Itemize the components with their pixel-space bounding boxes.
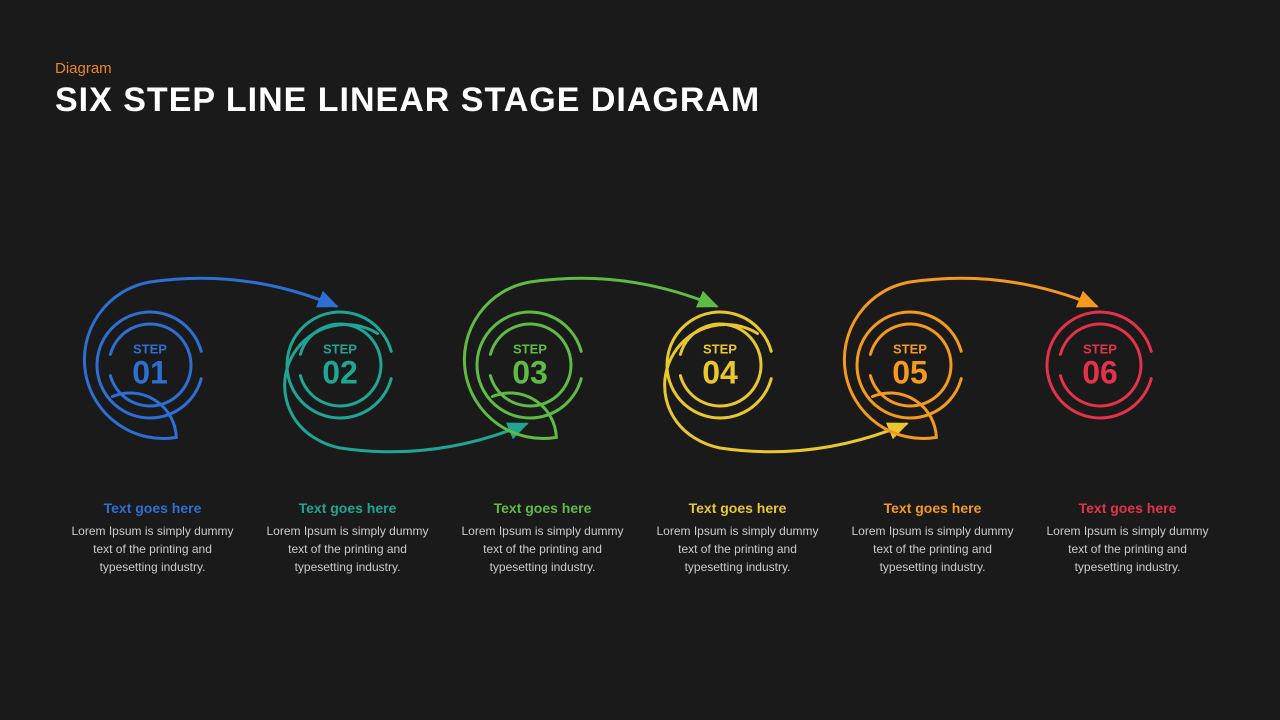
step-number: 01 — [132, 357, 168, 389]
caption-1: Text goes here Lorem Ipsum is simply dumm… — [70, 500, 235, 576]
step-circle-2: STEP02 — [285, 310, 395, 420]
caption-4: Text goes here Lorem Ipsum is simply dumm… — [655, 500, 820, 576]
caption-title: Text goes here — [1045, 500, 1210, 516]
step-circle-3: STEP03 — [475, 310, 585, 420]
step-circle-5: STEP05 — [855, 310, 965, 420]
page-title: SIX STEP LINE LINEAR STAGE DIAGRAM — [55, 81, 760, 120]
caption-3: Text goes here Lorem Ipsum is simply dumm… — [460, 500, 625, 576]
caption-body: Lorem Ipsum is simply dummy text of the … — [850, 522, 1015, 576]
caption-body: Lorem Ipsum is simply dummy text of the … — [460, 522, 625, 576]
caption-body: Lorem Ipsum is simply dummy text of the … — [655, 522, 820, 576]
step-number: 03 — [512, 357, 548, 389]
caption-title: Text goes here — [70, 500, 235, 516]
step-circle-4: STEP04 — [665, 310, 775, 420]
header: Diagram SIX STEP LINE LINEAR STAGE DIAGR… — [55, 60, 760, 120]
step-number: 02 — [322, 357, 358, 389]
caption-title: Text goes here — [265, 500, 430, 516]
caption-title: Text goes here — [655, 500, 820, 516]
step-number: 04 — [702, 357, 738, 389]
caption-2: Text goes here Lorem Ipsum is simply dumm… — [265, 500, 430, 576]
captions-row: Text goes here Lorem Ipsum is simply dumm… — [0, 500, 1280, 576]
caption-body: Lorem Ipsum is simply dummy text of the … — [1045, 522, 1210, 576]
caption-body: Lorem Ipsum is simply dummy text of the … — [70, 522, 235, 576]
category-label: Diagram — [55, 60, 760, 77]
step-diagram: STEP01 STEP02 STEP03 STEP04 STEP05 STEP06 — [0, 250, 1280, 490]
step-circle-1: STEP01 — [95, 310, 205, 420]
step-circle-6: STEP06 — [1045, 310, 1155, 420]
caption-6: Text goes here Lorem Ipsum is simply dumm… — [1045, 500, 1210, 576]
caption-5: Text goes here Lorem Ipsum is simply dumm… — [850, 500, 1015, 576]
caption-title: Text goes here — [460, 500, 625, 516]
step-number: 06 — [1082, 357, 1118, 389]
caption-body: Lorem Ipsum is simply dummy text of the … — [265, 522, 430, 576]
caption-title: Text goes here — [850, 500, 1015, 516]
step-number: 05 — [892, 357, 928, 389]
